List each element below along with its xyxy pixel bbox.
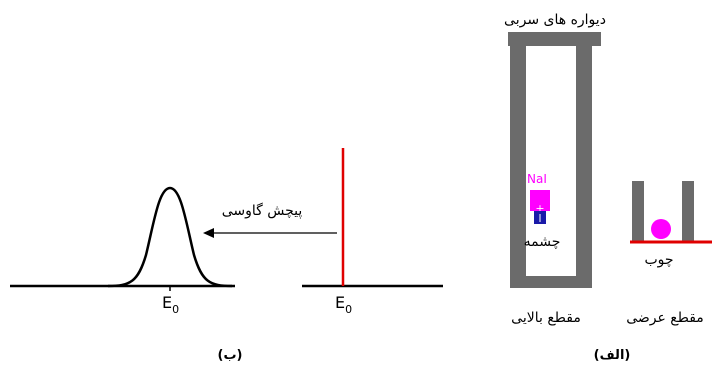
cross-lead-left-wall — [632, 181, 644, 241]
lead-top-cap — [508, 32, 601, 46]
lead-right-wall — [576, 46, 592, 288]
lead-bottom-floor — [526, 276, 576, 288]
nai-label: NaI — [527, 172, 547, 186]
right-panel-caption: (الف) — [594, 348, 631, 363]
nai-detector — [530, 190, 550, 211]
convolution-arrow-head — [203, 228, 214, 238]
gaussian-convolution-diagram: E0 E0 پیچش گاوسی (ب) — [10, 148, 443, 363]
detector-setup-diagram: دیواره های سربی NaI + چشمه چوب مقطع بالا… — [504, 12, 712, 363]
lead-left-wall — [510, 46, 526, 288]
detector-plus-mark: + — [535, 202, 544, 215]
source-label: چشمه — [524, 234, 561, 250]
delta-e0-label: E0 — [335, 293, 352, 316]
gaussian-e0-label: E0 — [162, 293, 179, 316]
cross-detector-circle — [651, 219, 671, 239]
lead-walls-label: دیواره های سربی — [504, 12, 606, 28]
convolution-arrow-label: پیچش گاوسی — [222, 202, 303, 219]
cross-section-label: مقطع عرضی — [626, 310, 704, 326]
wood-label: چوب — [644, 252, 673, 268]
left-panel-caption: (ب) — [218, 348, 243, 363]
gaussian-peak-curve — [107, 186, 233, 288]
top-view-label: مقطع بالایی — [511, 310, 581, 326]
cross-lead-right-wall — [682, 181, 694, 241]
